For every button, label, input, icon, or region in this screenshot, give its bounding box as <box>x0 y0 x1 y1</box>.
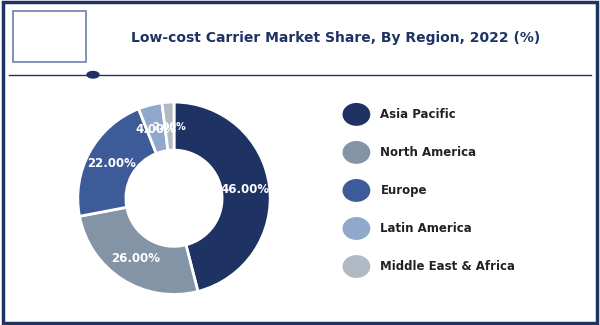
Wedge shape <box>139 103 168 153</box>
Text: 22.00%: 22.00% <box>87 157 136 170</box>
Text: Low-cost Carrier Market Share, By Region, 2022 (%): Low-cost Carrier Market Share, By Region… <box>131 31 541 45</box>
Text: 2.00%: 2.00% <box>152 122 187 132</box>
Text: 46.00%: 46.00% <box>220 183 269 196</box>
Circle shape <box>343 180 370 201</box>
Text: 4.00%: 4.00% <box>136 123 177 136</box>
Wedge shape <box>174 102 270 292</box>
Text: North America: North America <box>380 146 476 159</box>
Text: PRECEDENCE: PRECEDENCE <box>21 23 78 32</box>
Text: Asia Pacific: Asia Pacific <box>380 108 456 121</box>
Circle shape <box>343 142 370 163</box>
Text: Middle East & Africa: Middle East & Africa <box>380 260 515 273</box>
Text: Latin America: Latin America <box>380 222 472 235</box>
Circle shape <box>343 104 370 125</box>
Wedge shape <box>80 207 198 294</box>
Wedge shape <box>78 109 156 216</box>
Text: RESEARCH: RESEARCH <box>26 44 73 52</box>
Circle shape <box>343 256 370 277</box>
Circle shape <box>343 218 370 239</box>
Text: 26.00%: 26.00% <box>112 252 160 265</box>
Wedge shape <box>162 102 174 150</box>
Text: Europe: Europe <box>380 184 427 197</box>
